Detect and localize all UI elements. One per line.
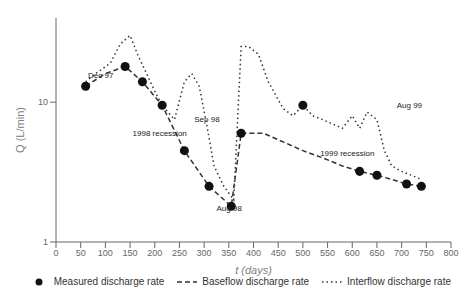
svg-text:Aug 99: Aug 99 xyxy=(397,101,423,110)
svg-text:Dec 97: Dec 97 xyxy=(88,71,114,80)
svg-text:600: 600 xyxy=(345,248,360,258)
svg-text:0: 0 xyxy=(53,248,58,258)
svg-text:500: 500 xyxy=(295,248,310,258)
svg-text:450: 450 xyxy=(271,248,286,258)
svg-text:100: 100 xyxy=(98,248,113,258)
svg-text:750: 750 xyxy=(419,248,434,258)
svg-text:250: 250 xyxy=(172,248,187,258)
svg-text:800: 800 xyxy=(443,248,458,258)
svg-text:1: 1 xyxy=(43,237,48,247)
svg-text:550: 550 xyxy=(320,248,335,258)
svg-text:10: 10 xyxy=(38,97,48,107)
svg-text:650: 650 xyxy=(369,248,384,258)
svg-text:1998 recession: 1998 recession xyxy=(133,129,187,138)
svg-text:t (days): t (days) xyxy=(235,264,272,276)
svg-text:400: 400 xyxy=(246,248,261,258)
svg-text:50: 50 xyxy=(76,248,86,258)
svg-text:150: 150 xyxy=(123,248,138,258)
svg-text:Aug 98: Aug 98 xyxy=(216,204,242,213)
html-text:Baseflow discharge rate: Baseflow discharge rate xyxy=(202,276,309,287)
html-text:Measured discharge rate: Measured discharge rate xyxy=(53,276,165,287)
svg-text:1999 recession: 1999 recession xyxy=(320,149,374,158)
svg-text:200: 200 xyxy=(147,248,162,258)
svg-text:Q (L/min): Q (L/min) xyxy=(14,107,26,153)
svg-text:700: 700 xyxy=(394,248,409,258)
svg-text:300: 300 xyxy=(197,248,212,258)
html-text:Interflow discharge rate: Interflow discharge rate xyxy=(347,276,451,287)
svg-text:Sep 98: Sep 98 xyxy=(194,115,220,124)
svg-text:350: 350 xyxy=(221,248,236,258)
